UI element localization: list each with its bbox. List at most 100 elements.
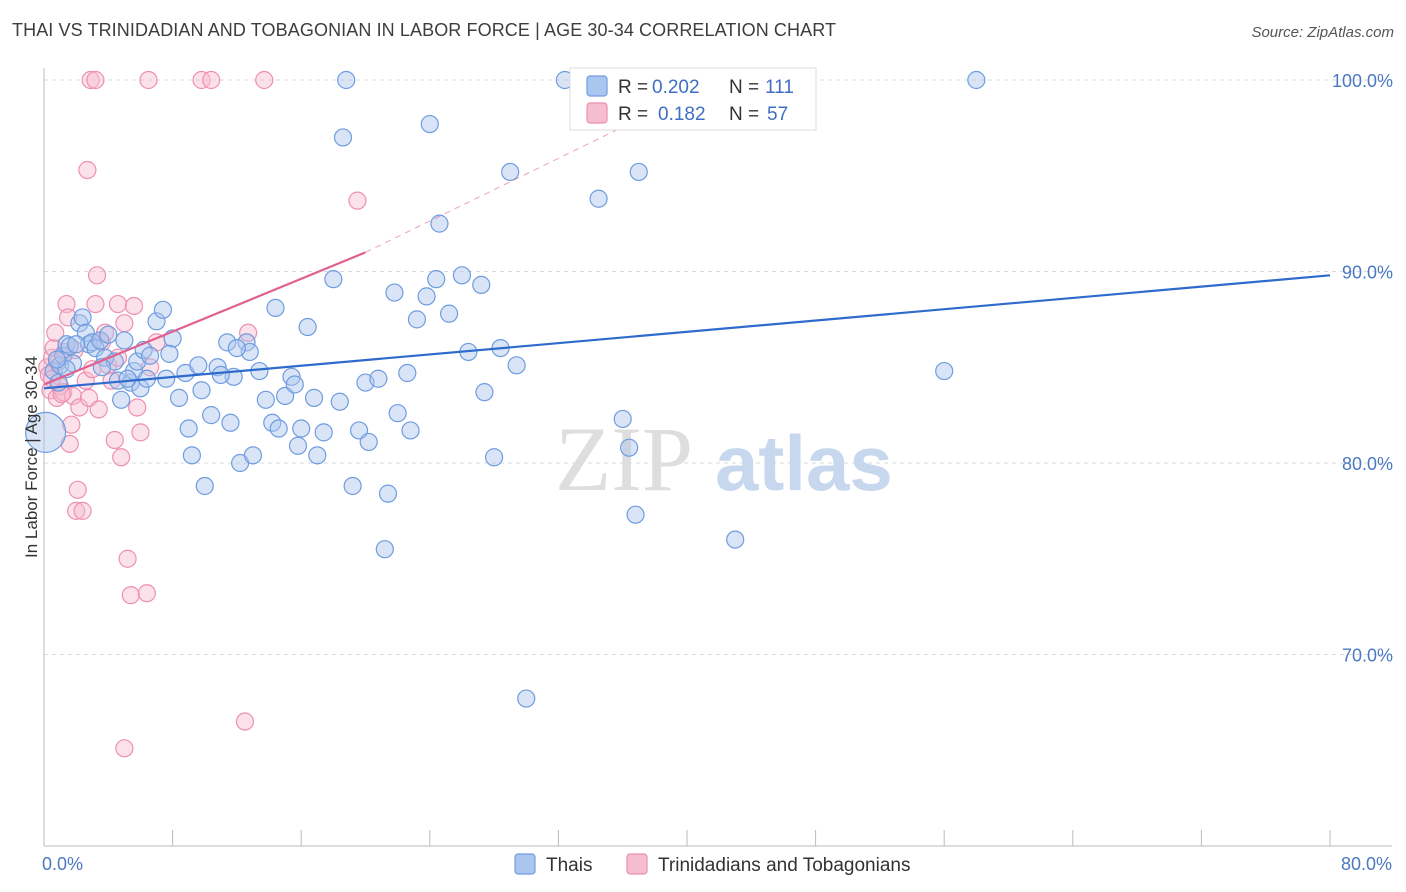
thai-trend-line [43, 274, 1331, 390]
thai-point [626, 505, 645, 524]
legend-box [569, 67, 817, 131]
trinidadian-point [60, 434, 79, 453]
thai-point [298, 317, 317, 337]
trinidadian-point [89, 400, 108, 419]
trinidadian-point [118, 549, 137, 568]
thai-point [485, 448, 504, 467]
thai-point [285, 375, 304, 394]
trinidadian-point [46, 323, 65, 342]
thai-point [378, 484, 398, 503]
thai-point [227, 339, 246, 358]
trinidadian-point [108, 294, 128, 314]
source-label: Source: ZipAtlas.com [1251, 24, 1394, 41]
thai-point [269, 419, 288, 438]
thai-point [430, 214, 449, 233]
thai-point [337, 70, 356, 90]
legend-n-value-trinidadian: 57 [767, 104, 788, 125]
trinidadian-point [115, 739, 134, 758]
thai-point [189, 356, 208, 375]
legend-n-label-thai: N = [729, 77, 759, 98]
legend-r-value-thai: 0.202 [652, 77, 700, 98]
thai-point [160, 344, 179, 363]
thai-point [147, 312, 166, 331]
trinidadian-point [67, 501, 86, 520]
trinidadian-point [78, 160, 97, 180]
thai-point [47, 350, 66, 369]
trinidadian-point [235, 712, 255, 731]
trinidadian-point [70, 398, 89, 417]
thai-point [343, 476, 362, 496]
trinidadian-point [124, 296, 144, 316]
thai-point [935, 361, 954, 381]
series-thai-points [25, 70, 986, 708]
thai-point [324, 270, 343, 289]
thai-point [967, 70, 986, 90]
trinidadian-point [255, 70, 274, 90]
trinidadian-point [121, 586, 140, 605]
thai-point [192, 381, 211, 400]
thai-point [417, 287, 436, 306]
x-tick-label-max: 80.0% [1341, 854, 1392, 874]
thai-point [401, 421, 420, 440]
thai-point [375, 540, 394, 559]
trinidadian-point [87, 266, 107, 285]
thai-point [359, 432, 378, 452]
trinidadian-point [52, 384, 71, 404]
thai-point [475, 383, 494, 402]
y-tick-labels: 70.0% 80.0% 90.0% 100.0% [1332, 71, 1393, 666]
bottom-legend-swatch-trinidadian [626, 853, 648, 875]
trinidadian-point [59, 308, 78, 327]
thai-point [60, 337, 79, 356]
thai-point [112, 390, 131, 409]
y-tick-label: 70.0% [1342, 646, 1393, 666]
trinidadian-point [73, 501, 92, 520]
thai-point [726, 530, 745, 549]
thai-point [73, 308, 92, 327]
trend-lines [43, 79, 1331, 390]
thai-point [153, 300, 173, 319]
trinidadian-point [202, 70, 221, 90]
trinidadian-point [86, 294, 105, 314]
chart-title: THAI VS TRINIDADIAN AND TOBAGONIAN IN LA… [12, 20, 837, 40]
legend-n-value-thai: 111 [765, 77, 794, 98]
thai-point [218, 333, 237, 352]
thai-point [221, 413, 240, 432]
legend-r-label-thai: R = [618, 77, 648, 98]
x-tick-label-min: 0.0% [42, 854, 83, 874]
thai-point [211, 365, 230, 385]
bottom-legend-swatch-thai [514, 853, 536, 875]
y-axis-title: In Labor Force | Age 30-34 [22, 356, 41, 558]
trinidadian-point [105, 430, 124, 450]
x-axis-ticks [43, 830, 1331, 846]
thai-point [427, 270, 446, 289]
thai-point [398, 363, 417, 383]
thai-point [589, 189, 608, 208]
thai-point [266, 298, 285, 317]
trinidadian-point [112, 448, 131, 467]
trinidadian-point [348, 191, 367, 210]
trinidadian-point [139, 70, 158, 90]
trinidadian-trend-line [43, 251, 366, 386]
thai-point [629, 162, 648, 182]
trinidadian-point [57, 294, 76, 314]
series-legend: Thais Trinidadians and Tobagonians [514, 853, 910, 876]
thai-point [330, 392, 349, 411]
thai-point [388, 404, 407, 423]
y-tick-label: 100.0% [1332, 71, 1393, 91]
thai-point [333, 128, 353, 147]
thai-point [250, 361, 269, 381]
y-tick-label: 80.0% [1342, 454, 1393, 474]
thai-point [472, 275, 491, 295]
thai-point [179, 419, 198, 438]
trinidadian-point [68, 480, 87, 499]
thai-point [140, 346, 160, 365]
thai-point [243, 446, 263, 465]
legend-swatch-trinidadian [586, 102, 608, 124]
thai-point [182, 446, 201, 465]
grid-lines [44, 79, 1392, 655]
thai-point [292, 419, 311, 438]
legend-r-value-trinidadian: 0.182 [658, 104, 706, 125]
thai-point [501, 162, 520, 182]
correlation-legend: R = 0.202 N = 111 R = 0.182 N = 57 [569, 67, 817, 131]
